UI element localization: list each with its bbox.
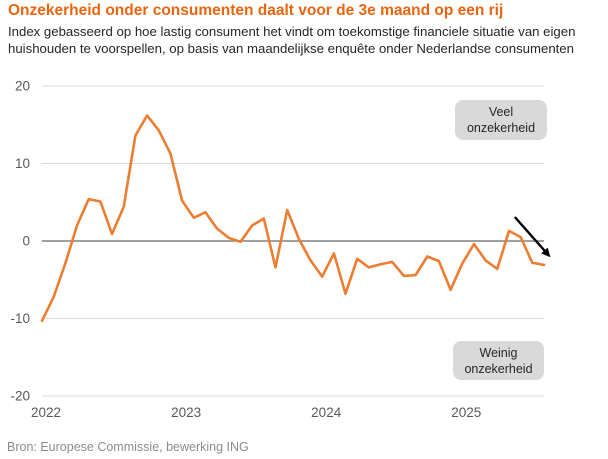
x-tick-label: 2024 [311,405,342,420]
high-uncertainty-label: Veel onzekerheid [455,100,547,140]
y-tick-label: -10 [10,311,30,326]
y-tick-label: 20 [15,79,30,94]
uncertainty-index-line [40,114,546,323]
trend-arrow-shaft [513,216,548,254]
x-tick-label: 2025 [451,405,481,420]
x-tick-label: 2023 [171,405,201,420]
source-note: Bron: Europese Commissie, bewerking ING [7,440,249,454]
x-tick-label: 2022 [31,405,61,420]
low-uncertainty-label: Weinig onzekerheid [453,341,544,380]
chart-subtitle: Index gebasseerd op hoe lastig consument… [8,24,576,56]
y-tick-label: 10 [15,156,30,171]
trend-arrow-head [541,247,551,258]
y-tick-label: -20 [10,389,30,404]
chart-title: Onzekerheid onder consumenten daalt voor… [8,2,504,19]
y-tick-label: 0 [22,234,30,249]
